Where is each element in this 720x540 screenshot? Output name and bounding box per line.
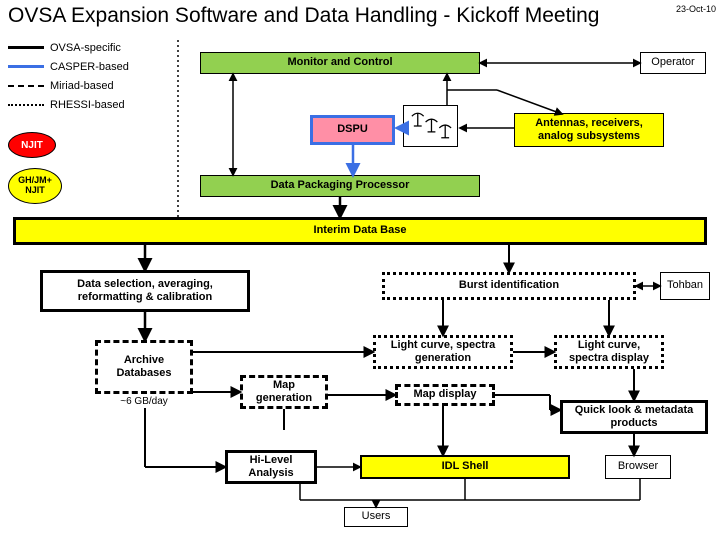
antenna-icon — [403, 105, 458, 147]
node-map-display: Map display — [395, 384, 495, 406]
legend-item: OVSA-specific — [8, 38, 129, 57]
legend-line-icon — [8, 46, 44, 49]
node-hilevel: Hi-Level Analysis — [225, 450, 317, 484]
node-archive-db: Archive Databases — [95, 340, 193, 394]
node-operator: Operator — [640, 52, 706, 74]
node-lc-gen: Light curve, spectra generation — [373, 335, 513, 369]
legend-label: OVSA-specific — [50, 42, 121, 54]
date-stamp: 23-Oct-10 — [676, 4, 716, 14]
legend-line-icon — [8, 85, 44, 87]
legend: OVSA-specific CASPER-based Miriad-based … — [8, 38, 129, 114]
node-browser: Browser — [605, 455, 671, 479]
node-monitor-control: Monitor and Control — [200, 52, 480, 74]
node-antennas: Antennas, receivers, analog subsystems — [514, 113, 664, 147]
node-users: Users — [344, 507, 408, 527]
node-lc-display: Light curve, spectra display — [554, 335, 664, 369]
node-gh-njit: GH/JM+ NJIT — [8, 168, 62, 204]
legend-label: RHESSI-based — [50, 99, 125, 111]
node-map-gen: Map generation — [240, 375, 328, 409]
legend-label: Miriad-based — [50, 80, 114, 92]
node-dspu: DSPU — [310, 115, 395, 145]
label-gbday: ~6 GB/day — [95, 396, 193, 407]
legend-item: RHESSI-based — [8, 95, 129, 114]
node-data-selection: Data selection, averaging, reformatting … — [40, 270, 250, 312]
node-njit: NJIT — [8, 132, 56, 158]
legend-line-icon — [8, 104, 44, 106]
node-quicklook: Quick look & metadata products — [560, 400, 708, 434]
node-dpp: Data Packaging Processor — [200, 175, 480, 197]
legend-label: CASPER-based — [50, 61, 129, 73]
node-burst-id: Burst identification — [382, 272, 636, 300]
legend-item: Miriad-based — [8, 76, 129, 95]
node-idl-shell: IDL Shell — [360, 455, 570, 479]
legend-item: CASPER-based — [8, 57, 129, 76]
page-title: OVSA Expansion Software and Data Handlin… — [8, 4, 599, 28]
node-tohban: Tohban — [660, 272, 710, 300]
legend-line-icon — [8, 65, 44, 68]
node-interim-db: Interim Data Base — [13, 217, 707, 245]
